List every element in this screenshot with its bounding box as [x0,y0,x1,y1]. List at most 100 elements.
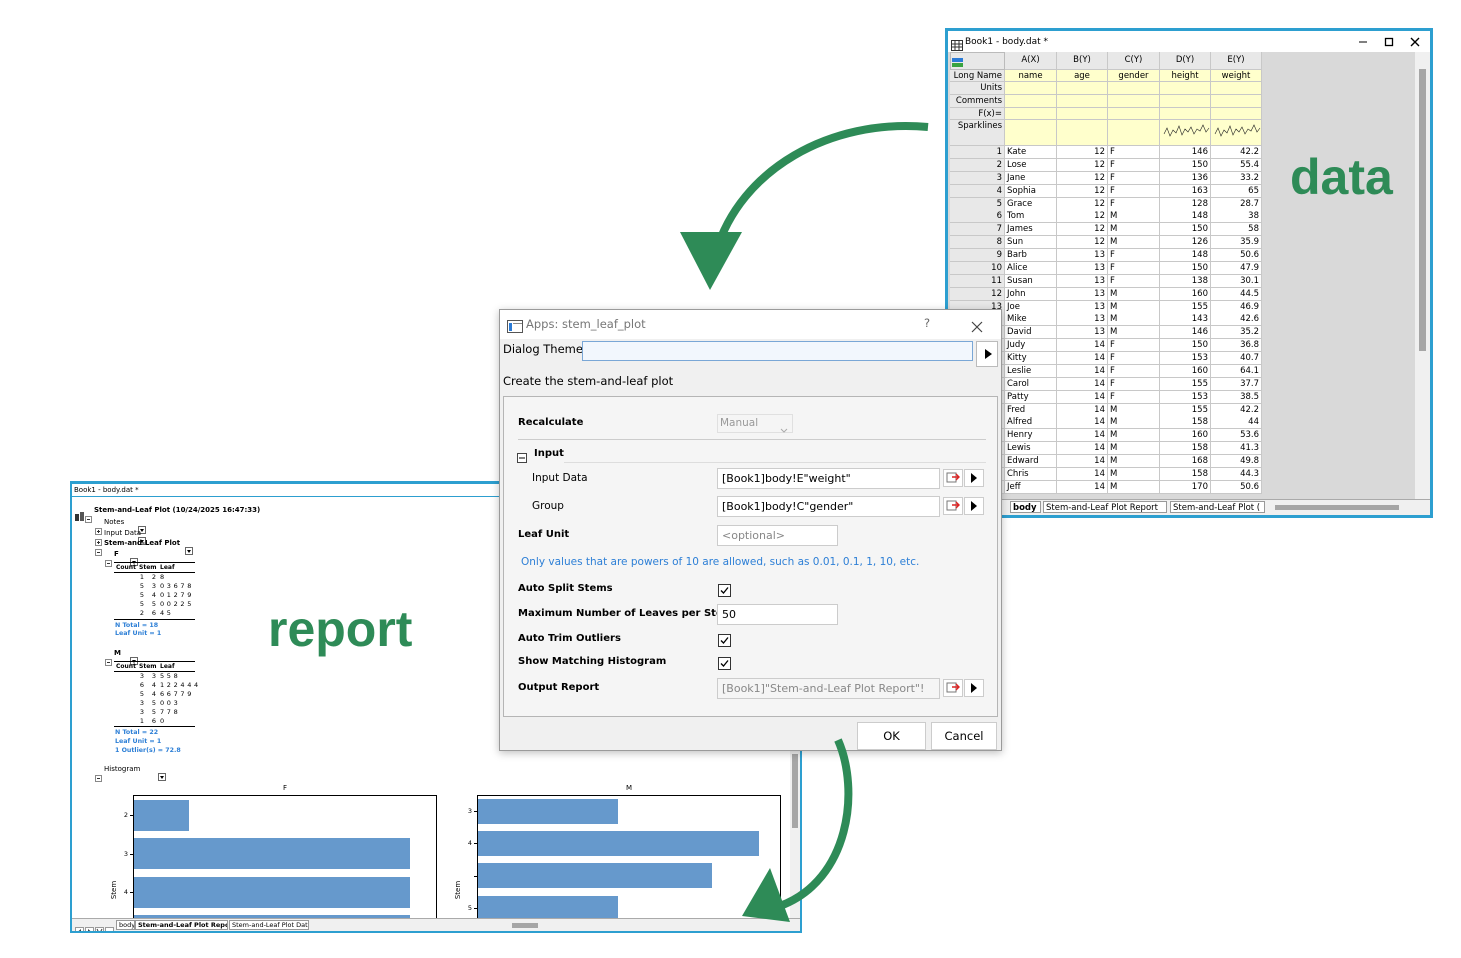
row-label: Comments [950,95,1005,108]
checkbox[interactable] [718,582,731,601]
checkbox[interactable] [718,632,731,651]
stem-cell: 6 [151,716,156,725]
cell: F [1108,171,1160,185]
arrow-button[interactable] [964,469,984,491]
label-cell [1057,120,1108,146]
bar [134,799,190,831]
bar [478,830,759,856]
label-cell [1211,120,1262,146]
settings-panel: Recalculate Manual Input Input Data [Book1]b… [503,396,998,717]
theme-label: Dialog Theme [503,342,583,356]
sparkline [1214,124,1261,137]
dialog-title: Apps: stem_leaf_plot [526,317,646,331]
table-footer: N Total = 18 [115,621,159,629]
cell: 64.1 [1211,364,1262,378]
cell: 55.4 [1211,158,1262,172]
tick [130,853,133,855]
sheet-tab[interactable]: Stem-and-Leaf Plot Data [229,920,309,930]
stem-cell: 4 [151,689,156,698]
cell: John [1005,287,1057,301]
tree-node[interactable]: Input Data [104,529,142,537]
label-cell [1160,82,1211,95]
cell: 65 [1211,184,1262,198]
tree-node[interactable]: Stem-and-Leaf Plot [104,539,181,547]
sheet-tab[interactable]: Stem-and-Leaf Plot Report [135,920,228,930]
arrow-button[interactable] [964,497,984,519]
tree-node[interactable]: Histogram [104,765,141,773]
table-header: Leaf [160,663,175,670]
cell: M [1108,300,1160,314]
cell: 35.2 [1211,326,1262,340]
field-label: Group [532,500,564,512]
close-button[interactable] [971,318,983,337]
checkbox[interactable] [718,655,731,674]
range-picker[interactable] [943,679,963,701]
leaf-cell: 5 5 8 [160,672,179,680]
cell: F [1108,377,1160,391]
cell: 160 [1160,429,1211,443]
leaf-cell: 4 5 [160,608,172,617]
text-input[interactable]: <optional> [717,525,838,546]
h-scroll-thumb [1275,505,1399,510]
cell: F [1108,261,1160,275]
worksheet: A(X) B(Y) C(Y) D(Y) E(Y) Long Name name age gend… [948,52,1430,499]
table-footer: N Total = 22 [115,729,159,737]
row-number: 7 [950,223,1005,237]
tree-node[interactable]: Notes [104,518,125,526]
label-cell [1211,108,1262,120]
ok-button[interactable]: OK [857,722,926,750]
count-cell: 1 [139,573,144,581]
dialog: Apps: stem_leaf_plot? Dialog Theme Create … [499,309,1002,751]
cell: F [1108,364,1160,378]
cell: 153 [1160,390,1211,404]
column-header: B(Y) [1057,52,1108,70]
select-icon [951,53,965,72]
arrow-button[interactable] [978,344,998,368]
cell: M [1108,403,1160,417]
table-footer: Leaf Unit = 1 [115,738,162,746]
cell: Edward [1005,455,1057,469]
text-input[interactable]: [Book1]body!C"gender" [717,496,940,517]
cell: M [1108,416,1160,430]
table-header: Leaf [160,564,175,571]
arrow [712,122,929,254]
row-number: 12 [950,287,1005,301]
cell: Jeff [1005,480,1057,494]
help-button[interactable]: ? [924,316,931,330]
dropdown[interactable]: Manual [717,414,793,433]
cell: 170 [1160,480,1211,494]
separator [72,496,800,497]
cell: Kate [1005,146,1057,159]
range-picker[interactable] [943,469,963,491]
cell: 42.2 [1211,146,1262,159]
tick [474,908,477,910]
table-header: Count [116,663,136,670]
sheet-tab[interactable]: Stem-and-Leaf Plot ( [1170,501,1265,513]
scroll-thumb [1419,69,1426,351]
text-input[interactable]: [Book1]body!E"weight" [717,468,940,489]
stem-cell: 4 [151,590,156,599]
sheet-tab[interactable]: body [1010,501,1041,513]
row-number: 9 [950,249,1005,263]
cell: 35.9 [1211,236,1262,250]
sheet-tab[interactable]: body [116,920,135,930]
range-picker[interactable] [943,497,963,519]
window-controls [1355,34,1430,53]
text-input[interactable]: [Book1]"Stem-and-Leaf Plot Report"! [717,678,940,699]
sheet-tab[interactable]: Stem-and-Leaf Plot Report [1043,501,1167,513]
cell: M [1108,326,1160,340]
cell: 13 [1057,287,1108,301]
theme-input[interactable] [582,341,973,361]
cell: Susan [1005,274,1057,288]
cell: 12 [1057,223,1108,237]
label-cell: weight [1211,70,1262,82]
cancel-button[interactable]: Cancel [931,722,997,750]
text-input[interactable]: 50 [717,604,838,625]
cell: 168 [1160,455,1211,469]
row-number: 6 [950,210,1005,224]
arrow-button[interactable] [964,679,984,701]
window-title: Book1 - body.dat * [74,486,139,494]
cell: Carol [1005,377,1057,391]
cell: 128 [1160,197,1211,211]
